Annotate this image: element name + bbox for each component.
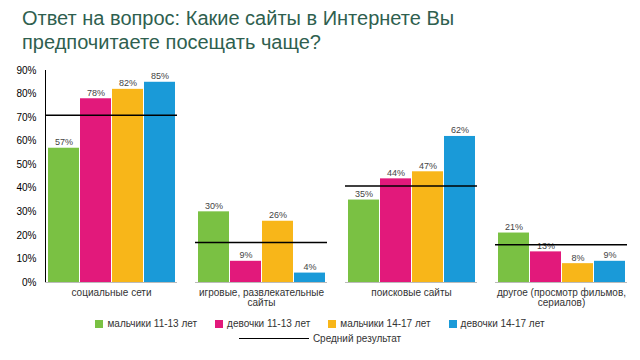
svg-text:35%: 35%	[355, 189, 373, 199]
svg-text:78%: 78%	[87, 88, 105, 98]
svg-text:21%: 21%	[505, 222, 523, 232]
svg-text:социальные сети: социальные сети	[71, 287, 151, 298]
html-text:Средний результат: Средний результат	[312, 333, 402, 344]
svg-text:8%: 8%	[571, 253, 584, 263]
svg-text:44%: 44%	[387, 168, 405, 178]
svg-text:игровые, развлекательныесайты: игровые, развлекательныесайты	[199, 287, 324, 308]
svg-text:60%: 60%	[16, 135, 36, 146]
svg-text:поисковые сайты: поисковые сайты	[371, 287, 451, 298]
html-text:девочки 14-17 лет: девочки 14-17 лет	[460, 318, 545, 329]
svg-text:40%: 40%	[16, 182, 36, 193]
svg-text:26%: 26%	[269, 210, 287, 220]
svg-text:85%: 85%	[151, 71, 169, 81]
svg-text:57%: 57%	[55, 137, 73, 147]
svg-text:4%: 4%	[303, 262, 316, 272]
svg-text:другое (просмотр фильмов,сериа: другое (просмотр фильмов,сериалов)	[497, 287, 626, 308]
svg-text:0%: 0%	[22, 277, 37, 288]
svg-text:62%: 62%	[451, 125, 469, 135]
svg-text:20%: 20%	[16, 230, 36, 241]
html-text:Ответ на вопрос: Какие сайты в: Ответ на вопрос: Какие сайты в Интернете…	[22, 7, 455, 53]
svg-text:90%: 90%	[16, 65, 36, 76]
svg-text:47%: 47%	[419, 161, 437, 171]
html-text:девочки 11-13 лет: девочки 11-13 лет	[227, 318, 311, 329]
svg-text:30%: 30%	[16, 206, 36, 217]
html-text:мальчики 11-13 лет: мальчики 11-13 лет	[107, 318, 198, 329]
svg-text:13%: 13%	[537, 241, 555, 251]
svg-text:80%: 80%	[16, 88, 36, 99]
svg-text:9%: 9%	[603, 250, 616, 260]
svg-text:10%: 10%	[16, 253, 36, 264]
svg-text:9%: 9%	[239, 250, 252, 260]
svg-text:50%: 50%	[16, 159, 36, 170]
svg-text:30%: 30%	[205, 201, 223, 211]
svg-text:82%: 82%	[119, 78, 137, 88]
svg-text:70%: 70%	[16, 112, 36, 123]
html-text:мальчики 14-17 лет: мальчики 14-17 лет	[340, 318, 431, 329]
